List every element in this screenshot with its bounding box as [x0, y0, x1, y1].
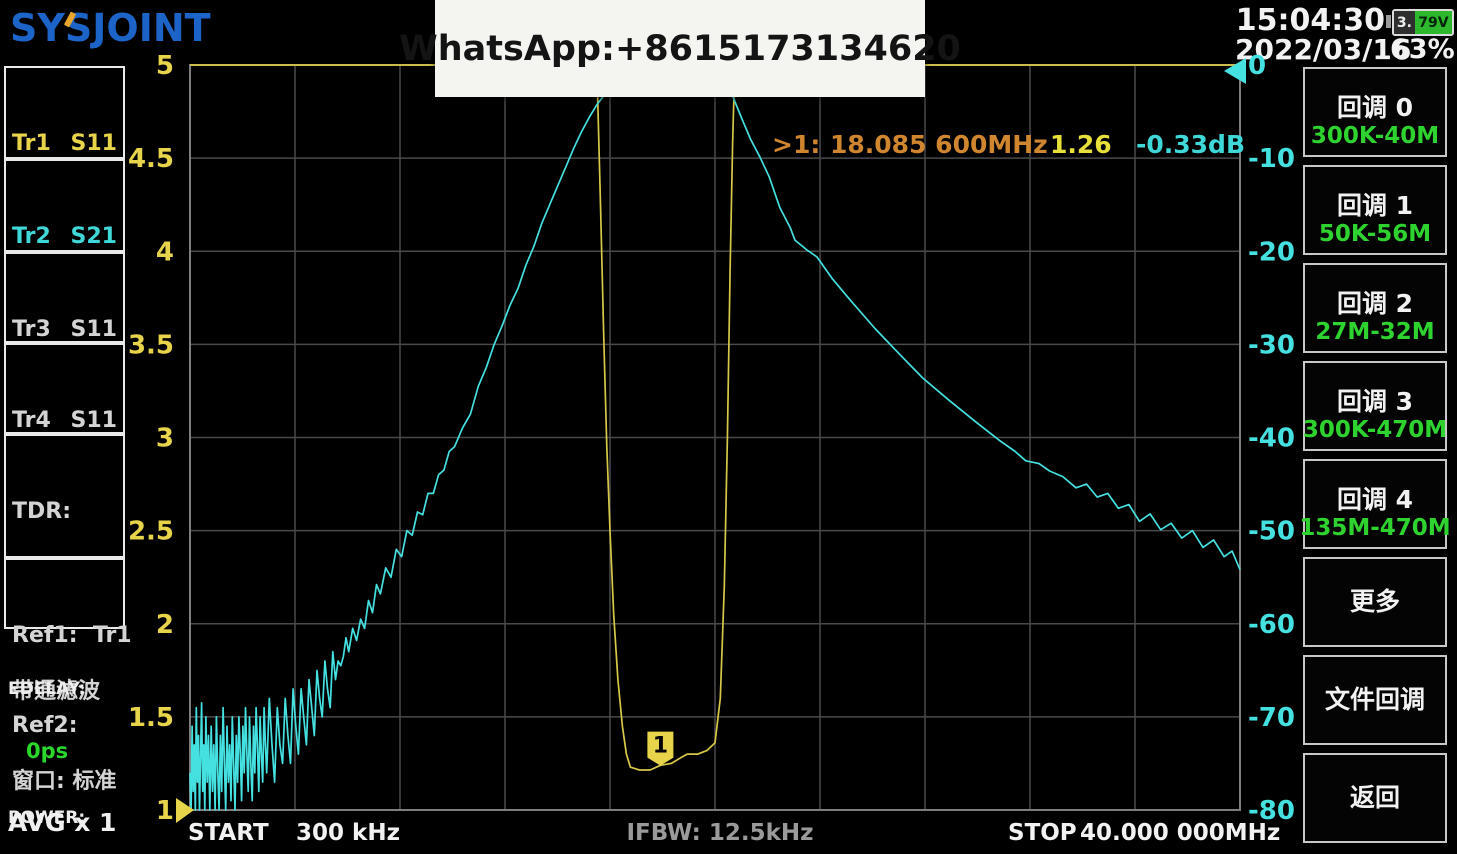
- marker-1-flag[interactable]: [647, 731, 674, 766]
- battery-voltage-green: 79V: [1414, 11, 1452, 34]
- right-axis-tick: -70: [1248, 703, 1295, 733]
- right-axis-tick: 0: [1248, 51, 1266, 81]
- ref2-label: Ref2:: [12, 713, 78, 738]
- back-label: 返回: [1349, 783, 1400, 812]
- avg-indicator: AVG x 1: [8, 808, 117, 837]
- trace2-name: Tr2: [12, 224, 51, 249]
- right-axis-tick: -20: [1248, 237, 1295, 267]
- recall-3-button[interactable]: 回调 3 300K-470M: [1303, 361, 1447, 451]
- left-axis-tick: 4: [156, 237, 174, 267]
- time-display: 15:04:30: [1235, 3, 1385, 38]
- ifbw-indicator: IFBW: 12.5kHz: [626, 820, 814, 846]
- tdr-window: 窗口: 标准: [12, 769, 117, 794]
- watermark-banner: WhatsApp:+8615173134620: [399, 0, 961, 97]
- clock-block: 15:04:30 2022/03/16: [1235, 3, 1412, 66]
- watermark-text: WhatsApp:+8615173134620: [399, 28, 961, 69]
- trace-2-line: [189, 67, 1241, 811]
- right-axis-tick: -80: [1248, 796, 1295, 826]
- right-axis-tick: -40: [1248, 424, 1295, 454]
- recall-1-range: 50K-56M: [1318, 221, 1432, 247]
- more-label: 更多: [1349, 587, 1400, 616]
- battery-terminal: [1386, 15, 1391, 28]
- marker-swr-value: 1.26: [1050, 130, 1112, 159]
- stop-frequency: 40.000 000MHz: [1080, 820, 1281, 846]
- battery-voltage-dark: 3.: [1394, 11, 1415, 34]
- trace4-param: S11: [70, 408, 117, 433]
- battery-percent: 63%: [1390, 34, 1455, 65]
- status-block: EDELAY: 0ps POWER: -12dBm POINTS: 501: [8, 640, 117, 854]
- recall-2-range: 27M-32M: [1315, 319, 1435, 345]
- stop-label: STOP: [1008, 820, 1077, 846]
- trace3-name: Tr3: [12, 317, 51, 342]
- trace1-ref-arrow-icon: [176, 798, 194, 823]
- battery-icon: 3. 79V: [1392, 9, 1454, 36]
- trace1-param: S11: [70, 131, 117, 156]
- right-axis-tick: -60: [1248, 610, 1295, 640]
- trace2-ref-arrow-icon: [1224, 58, 1246, 84]
- tdr-label: TDR:: [12, 499, 72, 524]
- trace3-param: S11: [70, 317, 117, 342]
- right-axis-tick: -10: [1248, 144, 1295, 174]
- left-axis-tick: 2.5: [128, 517, 174, 547]
- marker-frequency: 18.085 600MHz: [830, 130, 1048, 159]
- left-axis-tick: 4.5: [128, 144, 174, 174]
- left-axis-tick: 1.5: [128, 703, 174, 733]
- brand-logo-text: SYSJOINT: [10, 6, 211, 50]
- right-axis-tick: -50: [1248, 517, 1295, 547]
- trace2-param: S21: [70, 224, 117, 249]
- file-recall-label: 文件回调: [1324, 685, 1425, 714]
- chart-plot-area[interactable]: 5 4.5 4 3.5 3 2.5 2 1.5 1 0 -10 -20 -30 -40 -50 -60 -70 -…: [128, 51, 1295, 826]
- chart-svg: 5 4.5 4 3.5 3 2.5 2 1.5 1 0 -10 -20 -30 -40 -50 -60 -70 -…: [128, 51, 1295, 826]
- tdr-mode: 带通滤波: [12, 679, 101, 704]
- recall-3-range: 300K-470M: [1302, 417, 1448, 443]
- recall-0-button[interactable]: 回调 0 300K-40M: [1303, 67, 1447, 157]
- tdr-info-box[interactable]: TDR: VF:70% 带通滤波 窗口: 标准: [4, 434, 125, 794]
- start-label: START: [188, 820, 269, 846]
- left-axis-tick: 1: [156, 796, 174, 826]
- start-frequency: 300 kHz: [296, 820, 400, 846]
- left-axis-tick: 3.5: [128, 330, 174, 360]
- recall-menu: 回调 0 300K-40M 回调 1 50K-56M 回调 2 27M-32M …: [1299, 67, 1451, 851]
- right-axis-tick: -30: [1248, 330, 1295, 360]
- marker-gain-value: -0.33dB: [1136, 130, 1246, 159]
- recall-4-button[interactable]: 回调 4 135M-470M: [1299, 459, 1451, 549]
- marker-id: >1:: [772, 130, 821, 159]
- recall-0-label: 回调 0: [1336, 93, 1414, 122]
- more-button[interactable]: 更多: [1303, 557, 1447, 647]
- edelay-value: 0ps: [26, 739, 69, 763]
- recall-4-label: 回调 4: [1336, 485, 1414, 514]
- trace4-name: Tr4: [12, 408, 51, 433]
- ref-info-box[interactable]: Ref1: Tr1 Ref2:: [4, 558, 132, 738]
- left-axis-tick: 2: [156, 610, 174, 640]
- recall-4-range: 135M-470M: [1299, 515, 1451, 541]
- back-button[interactable]: 返回: [1303, 753, 1447, 843]
- date-display: 2022/03/16: [1235, 33, 1412, 66]
- marker-1-number: 1: [653, 734, 668, 759]
- recall-1-label: 回调 1: [1336, 191, 1414, 220]
- recall-0-range: 300K-40M: [1310, 123, 1440, 149]
- left-axis-tick: 5: [156, 51, 174, 81]
- recall-2-label: 回调 2: [1336, 289, 1414, 318]
- left-axis-tick: 3: [156, 424, 174, 454]
- recall-1-button[interactable]: 回调 1 50K-56M: [1303, 165, 1447, 255]
- file-recall-button[interactable]: 文件回调: [1303, 655, 1447, 745]
- brand-logo: SYSJOINT: [10, 8, 211, 48]
- power-label: POWER:: [8, 808, 86, 828]
- recall-2-button[interactable]: 回调 2 27M-32M: [1303, 263, 1447, 353]
- recall-3-label: 回调 3: [1336, 387, 1414, 416]
- edelay-label: EDELAY:: [8, 679, 86, 699]
- trace1-name: Tr1: [12, 131, 51, 156]
- ref1-label: Ref1: Tr1: [12, 623, 132, 648]
